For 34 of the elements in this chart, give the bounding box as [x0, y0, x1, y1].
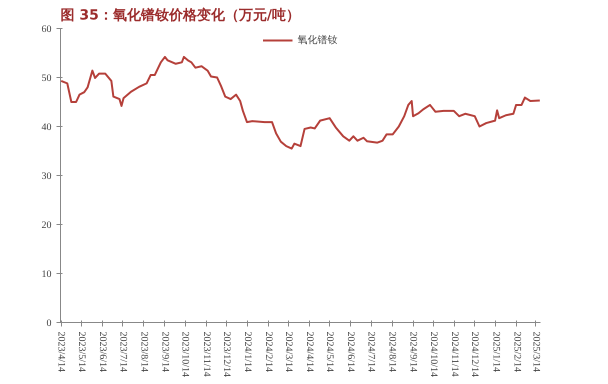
- y-tick-label: 10: [42, 269, 52, 280]
- y-tick-label: 30: [42, 171, 52, 182]
- x-tick-label: 2024/9/14: [408, 332, 419, 372]
- x-tick-label: 2024/4/14: [304, 332, 315, 372]
- y-tick-label: 0: [46, 318, 52, 329]
- x-tick-label: 2024/11/14: [448, 332, 460, 377]
- x-tick-label: 2025/2/14: [511, 332, 522, 372]
- y-tick-label: 60: [42, 24, 52, 35]
- x-tick-label: 2024/5/14: [324, 332, 336, 372]
- x-tick-label: 2023/5/14: [76, 332, 88, 372]
- x-tick-label: 2023/12/14: [221, 332, 232, 378]
- x-tick-label: 2023/8/14: [138, 332, 150, 372]
- y-tick-label: 40: [42, 122, 52, 133]
- x-tick-label: 2024/7/14: [366, 332, 377, 372]
- x-tick-label: 2023/7/14: [117, 332, 128, 372]
- y-tick-label: 20: [42, 220, 52, 231]
- y-tick-label: 50: [42, 73, 52, 84]
- legend-label: 氧化镨钕: [298, 34, 338, 47]
- x-tick-label: 2023/10/14: [180, 332, 191, 378]
- x-tick-label: 2024/8/14: [386, 332, 398, 372]
- x-tick-label: 2023/6/14: [97, 332, 108, 372]
- x-tick-label: 2024/3/14: [282, 332, 294, 372]
- x-tick-label: 2024/1/14: [242, 332, 254, 372]
- x-tick-label: 2023/4/14: [56, 332, 67, 372]
- x-tick-label: 2025/3/14: [530, 332, 542, 372]
- x-tick-label: 2024/12/14: [469, 332, 480, 378]
- x-tick-label: 2024/6/14: [345, 332, 356, 372]
- x-tick-label: 2025/1/14: [490, 332, 502, 372]
- x-tick-label: 2024/10/14: [428, 332, 439, 378]
- x-tick-label: 2023/9/14: [159, 332, 170, 372]
- chart-title: 图 35：氧化镨钕价格变化（万元/吨）: [60, 6, 300, 24]
- x-tick-label: 2023/11/14: [200, 332, 212, 377]
- x-tick-label: 2024/2/14: [263, 332, 274, 372]
- line-series: [60, 56, 540, 150]
